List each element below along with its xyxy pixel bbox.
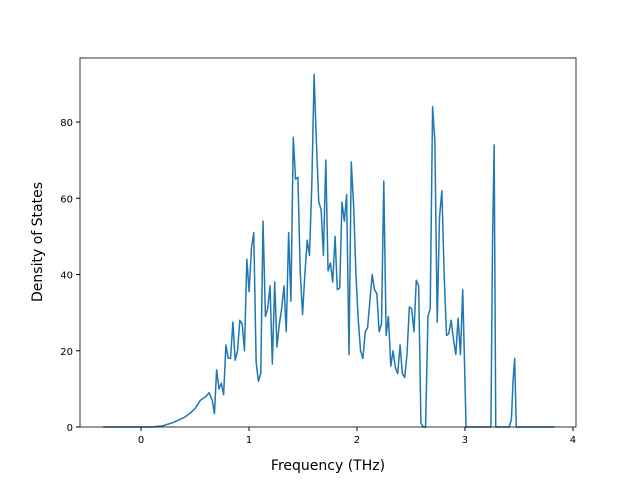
- line-series: [103, 73, 555, 428]
- y-tick-label: 0: [67, 423, 73, 434]
- x-tick-label: 2: [354, 435, 360, 446]
- x-tick-label: 3: [462, 435, 468, 446]
- x-axis-label: Frequency (THz): [271, 458, 385, 474]
- y-tick-label: 20: [60, 347, 73, 358]
- x-tick-label: 4: [570, 435, 576, 446]
- plot-frame: [79, 57, 577, 428]
- x-tick-label: 0: [138, 435, 144, 446]
- x-tick-label: 1: [246, 435, 252, 446]
- y-axis-label: Density of States: [30, 182, 46, 302]
- y-tick-label: 80: [60, 118, 73, 129]
- y-tick-label: 60: [60, 194, 73, 205]
- y-tick-label: 40: [60, 271, 73, 282]
